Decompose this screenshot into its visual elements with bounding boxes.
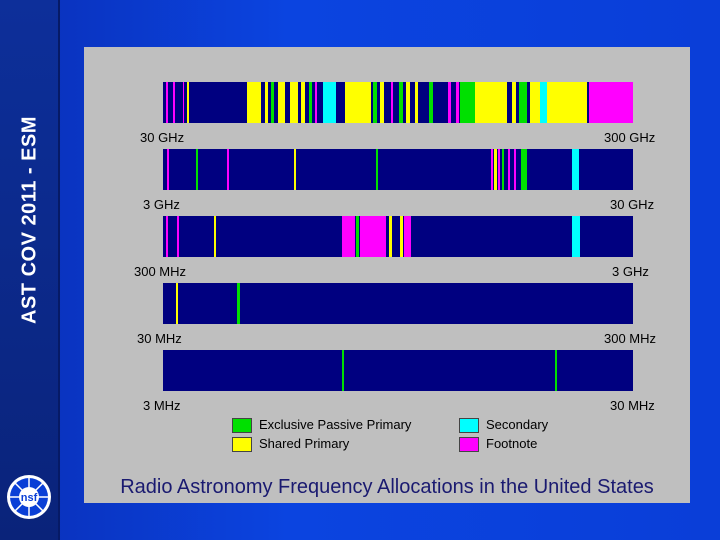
frequency-strip-30ghz-300ghz xyxy=(163,82,633,123)
strip-1-high-label: 300 GHz xyxy=(604,130,656,145)
frequency-strip-3mhz-30mhz xyxy=(163,350,633,391)
strip-3-high-label: 3 GHz xyxy=(612,264,649,279)
chart-caption: Radio Astronomy Frequency Allocations in… xyxy=(120,476,654,498)
strip-5-low-label: 3 MHz xyxy=(143,398,181,413)
frequency-strip-300mhz-3ghz xyxy=(163,216,633,257)
strip-5-high-label: 30 MHz xyxy=(610,398,655,413)
legend-swatch-exclusive xyxy=(232,418,252,433)
strip-3-low-label: 300 MHz xyxy=(134,264,187,279)
legend-label-shared: Shared Primary xyxy=(259,436,350,451)
chart-panel xyxy=(84,47,690,503)
legend-label-exclusive: Exclusive Passive Primary xyxy=(259,417,412,432)
frequency-strip-30mhz-300mhz xyxy=(163,283,633,324)
strip-1-low-label: 30 GHz xyxy=(140,130,185,145)
sidebar: AST COV 2011 - ESM nsf xyxy=(0,0,60,540)
legend-swatch-footnote xyxy=(459,437,479,452)
legend-label-secondary: Secondary xyxy=(486,417,549,432)
legend-swatch-secondary xyxy=(459,418,479,433)
nsf-logo-icon: nsf xyxy=(7,475,51,519)
legend-swatch-shared xyxy=(232,437,252,452)
frequency-strip-3ghz-30ghz xyxy=(163,149,633,190)
sidebar-title: AST COV 2011 - ESM xyxy=(18,116,41,324)
strip-2-high-label: 30 GHz xyxy=(610,197,655,212)
legend-label-footnote: Footnote xyxy=(486,436,538,451)
logo-text: nsf xyxy=(21,492,38,504)
strip-4-high-label: 300 MHz xyxy=(604,331,657,346)
strip-4-low-label: 30 MHz xyxy=(137,331,182,346)
strip-2-low-label: 3 GHz xyxy=(143,197,180,212)
